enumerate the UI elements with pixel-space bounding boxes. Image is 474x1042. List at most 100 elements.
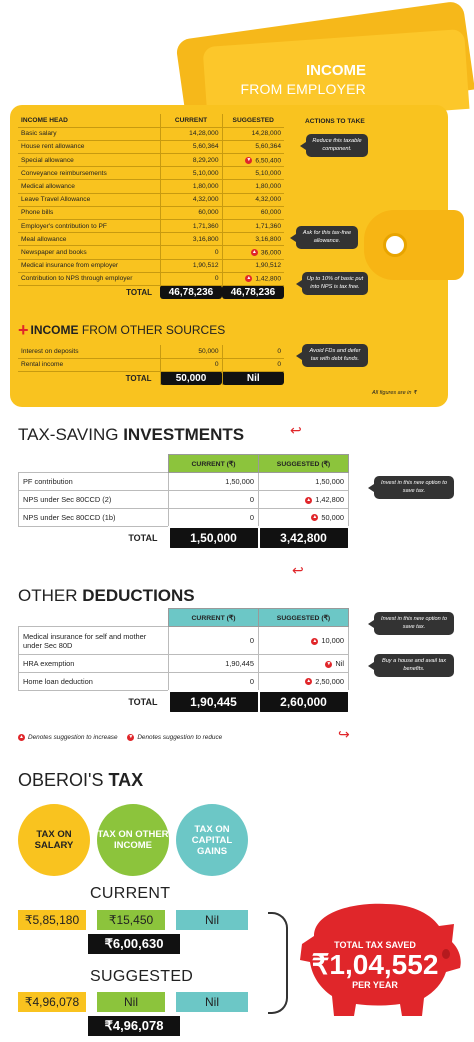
- legend: ▲ Denotes suggestion to increase ▼ Denotes…: [18, 734, 222, 741]
- row-current: 8,29,200: [159, 153, 222, 168]
- other-total-suggested: Nil: [221, 371, 284, 385]
- row-suggested: 1,80,000: [221, 179, 284, 194]
- income-total-current: 46,78,236: [160, 285, 222, 299]
- investments-table: CURRENT (₹) SUGGESTED (₹) PF contributio…: [18, 454, 350, 550]
- income-other-title: + INCOME FROM OTHER SOURCES: [18, 320, 225, 341]
- table-row: Conveyance reimbursements 5,10,000 5,10,00…: [18, 166, 284, 181]
- row-label: Medical insurance from employer: [18, 259, 160, 273]
- inv-total-label: TOTAL: [128, 532, 158, 543]
- plus-icon: +: [18, 320, 29, 340]
- row-suggested-value: 2,50,000: [315, 676, 344, 686]
- wallet-flap: [364, 210, 464, 280]
- row-suggested: 1,71,360: [221, 219, 284, 234]
- action-bubble-nps: Up to 10% of basic put into NPS is tax f…: [296, 272, 368, 296]
- row-suggested: ▲ 10,000: [258, 626, 349, 655]
- increase-icon: ▲: [245, 275, 253, 283]
- row-suggested: ▲ 1,42,800: [221, 272, 284, 286]
- deductions-title-light: OTHER: [18, 586, 78, 605]
- investments-title-bold: INVESTMENTS: [123, 425, 245, 444]
- increase-icon: ▲: [311, 514, 319, 522]
- row-suggested: 4,32,000: [221, 193, 284, 207]
- action-bubble-invest: Invest in this new option to save tax.: [368, 476, 454, 500]
- increase-icon: ▲: [305, 678, 313, 686]
- oberoi-title: OBEROI'S TAX: [18, 770, 143, 791]
- row-label: Medical insurance for self and mother un…: [18, 626, 169, 655]
- row-label: NPS under Sec 80CCD (1b): [18, 508, 169, 527]
- investments-title-light: TAX-SAVING: [18, 425, 119, 444]
- header-income-head: INCOME HEAD: [18, 114, 160, 128]
- row-suggested-value: 1,42,800: [315, 495, 344, 504]
- income-other-table: Interest on deposits 50,000 0 Rental income…: [18, 345, 284, 385]
- curved-arrow-icon: ↩: [290, 422, 302, 438]
- row-suggested: 5,10,000: [221, 166, 284, 181]
- inv-total-suggested: 3,42,800: [257, 525, 350, 550]
- row-suggested-value: 14,28,000: [251, 130, 281, 138]
- legend-increase: Denotes suggestion to increase: [28, 734, 118, 742]
- circle-tax-other: TAX ON OTHER INCOME: [97, 804, 169, 876]
- row-label: Contribution to NPS through employer: [18, 272, 160, 286]
- row-current: 1,71,360: [159, 219, 222, 234]
- table-row: NPS under Sec 80CCD (2) 0 ▲ 1,42,800: [18, 490, 349, 509]
- current-capital-tax: Nil: [176, 910, 248, 930]
- table-row: Medical allowance 1,80,000 1,80,000: [18, 179, 284, 194]
- table-row: PF contribution 1,50,000 1,50,000: [18, 472, 349, 491]
- table-row: House rent allowance 5,60,364 5,60,364: [18, 140, 284, 155]
- row-label: Rental income: [18, 358, 160, 372]
- row-suggested-value: 1,42,800: [255, 275, 281, 283]
- table-row: Leave Travel Allowance 4,32,000 4,32,000: [18, 193, 284, 207]
- inv-header-current: CURRENT (₹): [168, 454, 259, 473]
- increase-icon: ▲: [250, 248, 258, 256]
- ded-total-suggested: 2,60,000: [257, 689, 350, 714]
- ded-header-suggested: SUGGESTED (₹): [258, 608, 349, 627]
- reduce-icon: ▼: [245, 156, 253, 164]
- row-current: 0: [168, 490, 259, 509]
- row-suggested: 0: [221, 358, 284, 372]
- row-suggested-value: 50,000: [321, 512, 344, 522]
- table-row: Meal allowance 3,16,800 3,16,800: [18, 232, 284, 247]
- row-current: 50,000: [159, 345, 222, 359]
- income-employer-title: INCOME FROM EMPLOYER: [236, 62, 366, 98]
- row-current: 1,50,000: [168, 472, 259, 491]
- row-suggested-value: 5,60,364: [255, 143, 281, 151]
- row-suggested: ▲ 2,50,000: [258, 672, 349, 691]
- row-suggested-value: 3,16,800: [255, 235, 281, 243]
- income-total-label: TOTAL: [126, 287, 152, 297]
- header-suggested: SUGGESTED: [221, 114, 284, 128]
- row-current: 0: [159, 272, 222, 286]
- row-current: 5,60,364: [159, 140, 222, 155]
- row-label: NPS under Sec 80CCD (2): [18, 490, 169, 509]
- action-bubble-house: Buy a house and avail tax benefits.: [368, 654, 454, 678]
- row-label: Employer's contribution to PF: [18, 219, 160, 234]
- table-row: Special allowance 8,29,200 ▼ 6,50,400: [18, 153, 284, 168]
- row-label: Phone bills: [18, 206, 160, 221]
- row-suggested: 1,50,000: [258, 472, 349, 491]
- row-current: 4,32,000: [159, 193, 222, 207]
- deductions-title: OTHER DEDUCTIONS: [18, 586, 195, 606]
- income-title-line2: FROM EMPLOYER: [240, 81, 366, 97]
- row-suggested: ▲ 1,42,800: [258, 490, 349, 509]
- curved-arrow-icon-3: ↪: [338, 726, 350, 742]
- current-salary-tax: ₹5,85,180: [18, 910, 86, 930]
- wallet-clasp-icon: [383, 233, 407, 257]
- row-suggested-value: 4,32,000: [255, 196, 281, 204]
- row-label: Home loan deduction: [18, 672, 169, 691]
- action-bubble-invest-2: Invest in this new option to save tax.: [368, 612, 454, 636]
- action-bubble-ask: Ask for this tax-free allowance.: [290, 226, 358, 250]
- table-row: Contribution to NPS through employer 0 ▲ 1,…: [18, 272, 284, 286]
- reduce-icon: ▼: [127, 734, 135, 741]
- table-row: Phone bills 60,000 60,000: [18, 206, 284, 221]
- row-current: 0: [159, 245, 222, 260]
- current-total-tax: ₹6,00,630: [88, 934, 180, 954]
- row-current: 14,28,000: [159, 127, 222, 141]
- table-row: Interest on deposits 50,000 0: [18, 345, 284, 359]
- income-other-title-rest: FROM OTHER SOURCES: [81, 323, 226, 337]
- row-suggested-value: 1,90,512: [255, 262, 281, 270]
- row-label: PF contribution: [18, 472, 169, 491]
- row-suggested: 14,28,000: [221, 127, 284, 141]
- row-suggested-value: 1,50,000: [315, 477, 344, 486]
- suggested-salary-tax: ₹4,96,078: [18, 992, 86, 1012]
- row-label: Conveyance reimbursements: [18, 166, 160, 181]
- table-row: Rental income 0 0: [18, 358, 284, 372]
- row-label: Meal allowance: [18, 232, 160, 247]
- header-current: CURRENT: [159, 114, 222, 128]
